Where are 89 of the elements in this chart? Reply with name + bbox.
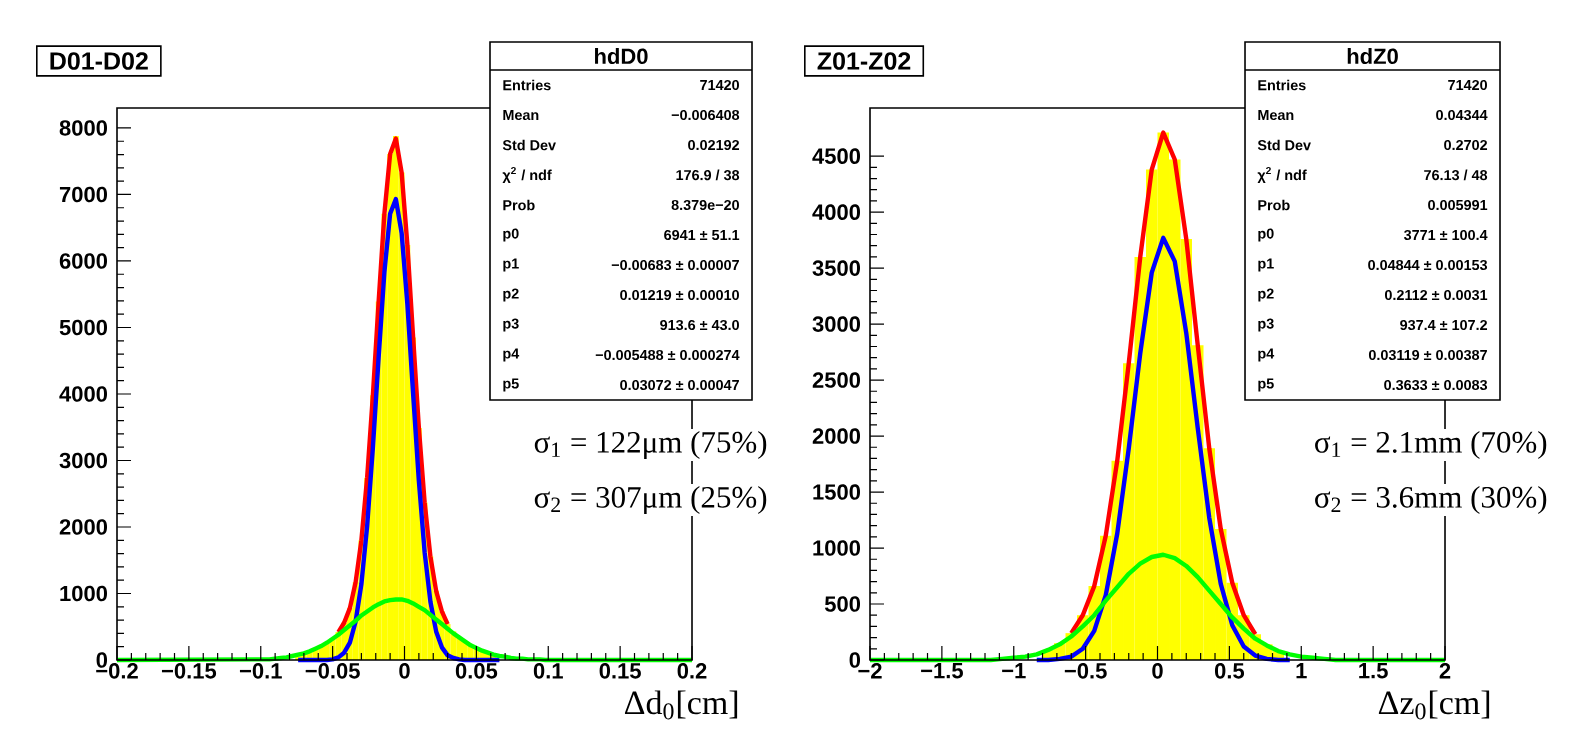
annotation: Std Dev [1257, 139, 1311, 151]
annotation: p0 [503, 228, 519, 242]
y-tick-label: 1000 [813, 540, 861, 556]
y-tick-label: 1500 [813, 484, 861, 500]
annotation: Prob [1258, 199, 1290, 211]
chart-title: D01-D02 [50, 52, 148, 70]
annotation: 913.6 ± 43.0 [660, 319, 739, 331]
x-tick-label: 0 [399, 663, 410, 679]
annotation: p2 [1258, 288, 1274, 302]
annotation: p5 [503, 378, 519, 392]
y-tick-label: 2000 [812, 428, 861, 444]
y-tick-label: 6000 [59, 253, 108, 269]
x-tick-label: 0.1 [533, 663, 563, 679]
y-tick-label: 8000 [59, 120, 108, 136]
annotation: 0.04844 ± 0.00153 [1368, 259, 1488, 271]
annotation: 76.13 / 48 [1424, 169, 1488, 181]
x-tick-label: 0 [1152, 663, 1163, 679]
annotation: −0.00683 ± 0.00007 [611, 259, 739, 271]
x-tick-label: 1 [1296, 663, 1307, 679]
annotation: 0.03119 ± 0.00387 [1368, 349, 1487, 361]
annotation: p4 [503, 348, 520, 362]
annotation: −0.005488 ± 0.000274 [595, 349, 740, 361]
y-tick-label: 4000 [59, 386, 108, 402]
x-axis-title: Δd$_{0}$[cm] [624, 690, 738, 720]
y-tick-label: 2000 [59, 519, 108, 535]
y-tick-label: 1000 [60, 585, 108, 602]
annotation: p0 [1258, 228, 1274, 242]
chart-title: Z01-Z02 [817, 52, 911, 70]
annotation: p1 [503, 258, 519, 272]
x-tick-label: −1.5 [921, 663, 963, 679]
x-tick-label: −0.05 [305, 663, 360, 679]
annotation: 8.379e−20 [671, 199, 739, 211]
text: 71420 [700, 79, 739, 91]
annotation: 937.4 ± 107.2 [1400, 319, 1488, 331]
x-tick-label: −2 [858, 663, 882, 679]
text: Entries [503, 79, 551, 91]
x-tick-label: 2 [1439, 663, 1451, 679]
annotation: χ$^{2}$ / ndf [1257, 166, 1307, 184]
annotation: 0.04344 [1436, 109, 1488, 121]
annotation: 0.03072 ± 0.00047 [620, 379, 739, 391]
annotation: p3 [1258, 318, 1274, 332]
annotation: p5 [1258, 378, 1274, 392]
y-tick-label: 4500 [812, 148, 861, 164]
annotation: p1 [1258, 258, 1274, 272]
x-axis-title: Δz$_{0}$[cm] [1378, 690, 1490, 720]
y-tick-label: 2500 [812, 372, 861, 388]
annotation: σ$_{1}$ = 122μm (75%) [534, 430, 767, 460]
annotation: 0.2112 ± 0.0031 [1384, 289, 1488, 301]
annotation: 176.9 / 38 [676, 169, 740, 181]
y-tick-label: 3500 [812, 260, 861, 276]
y-tick-label: 5000 [59, 319, 108, 336]
annotation: Mean [1258, 109, 1294, 120]
text: Entries [1258, 79, 1306, 91]
text: hdZ0 [1347, 47, 1398, 65]
annotation: 0.3633 ± 0.0083 [1384, 379, 1488, 391]
text: hdD0 [595, 47, 648, 65]
x-tick-label: −0.1 [239, 663, 282, 679]
x-tick-label: 0.15 [599, 663, 641, 679]
annotation: 0.2702 [1444, 139, 1488, 151]
annotation: Prob [503, 199, 535, 211]
annotation: 0.01219 ± 0.00010 [620, 289, 739, 301]
x-tick-label: −0.15 [161, 663, 217, 679]
y-tick-label: 3000 [812, 316, 861, 332]
x-tick-label: −0.5 [1064, 663, 1107, 679]
y-tick-label: 3000 [59, 452, 108, 469]
text: 71420 [1448, 79, 1487, 91]
annotation: p2 [503, 288, 519, 302]
annotation: σ$_{1}$ = 2.1mm (70%) [1315, 430, 1547, 460]
y-tick-label: 4000 [812, 204, 861, 220]
annotation: p3 [503, 318, 519, 332]
annotation: χ$^{2}$ / ndf [502, 166, 552, 184]
annotation: Mean [503, 109, 539, 120]
x-tick-label: 1.5 [1359, 663, 1388, 679]
x-tick-label: 0.05 [455, 663, 498, 679]
annotation: σ$_{2}$ = 3.6mm (30%) [1315, 485, 1547, 515]
annotation: Std Dev [502, 139, 556, 151]
y-tick-label: 7000 [59, 186, 108, 203]
y-tick-label: 500 [824, 596, 861, 612]
x-tick-label: 0.5 [1214, 663, 1245, 679]
x-tick-label: −1 [1002, 663, 1026, 679]
x-tick-label: 0.2 [677, 663, 707, 679]
annotation: σ$_{2}$ = 307μm (25%) [534, 485, 767, 515]
annotation: −0.006408 [671, 109, 740, 121]
annotation: 3771 ± 100.4 [1403, 229, 1488, 241]
annotation: 0.005991 [1428, 199, 1488, 211]
annotation: p4 [1258, 348, 1275, 362]
annotation: 0.02192 [688, 139, 740, 151]
annotation: 6941 ± 51.1 [664, 229, 740, 241]
y-tick-label: 0 [849, 652, 861, 668]
